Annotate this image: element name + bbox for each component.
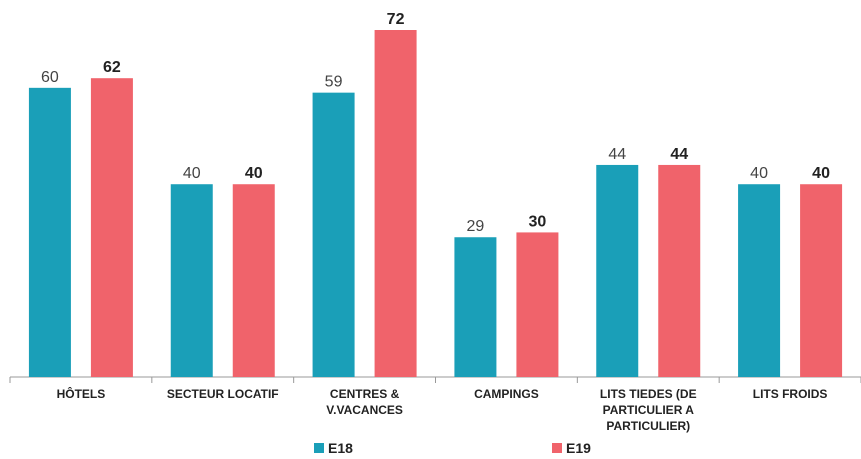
data-label: 30 <box>529 213 547 230</box>
x-tick-label: CENTRES & V.VACANCES <box>326 387 403 417</box>
legend-label: E19 <box>566 440 591 456</box>
legend-item: E18 <box>314 440 353 456</box>
data-label: 62 <box>103 59 121 76</box>
data-label: 40 <box>245 165 263 182</box>
bar <box>28 87 71 377</box>
bar <box>374 30 417 377</box>
data-label: 72 <box>387 11 405 28</box>
bar <box>232 184 275 377</box>
data-label: 60 <box>41 69 59 86</box>
data-label: 40 <box>183 165 201 182</box>
x-tick-label: SECTEUR LOCATIF <box>166 387 279 401</box>
bar <box>454 237 497 377</box>
x-tick-label: CAMPINGS <box>474 387 539 401</box>
legend-swatch <box>314 443 324 453</box>
x-tick-label: LITS TIEDES (DE PARTICULIER A PARTICULIE… <box>599 387 697 433</box>
data-label: 40 <box>750 165 768 182</box>
bar <box>658 164 701 377</box>
data-label: 44 <box>608 146 626 163</box>
bar <box>516 232 559 377</box>
legend-swatch <box>552 443 562 453</box>
bar <box>596 164 639 377</box>
x-tick-label: LITS FROIDS <box>752 387 828 401</box>
bar <box>800 184 843 377</box>
bar <box>738 184 781 377</box>
legend-item: E19 <box>552 440 591 456</box>
legend-label: E18 <box>328 440 353 456</box>
data-label: 44 <box>670 146 688 163</box>
data-label: 29 <box>467 218 485 235</box>
bar <box>170 184 213 377</box>
x-tick-label: HÔTELS <box>56 387 106 401</box>
bar <box>90 78 133 377</box>
data-label: 40 <box>812 165 830 182</box>
bar <box>312 92 355 378</box>
data-label: 59 <box>325 74 343 91</box>
